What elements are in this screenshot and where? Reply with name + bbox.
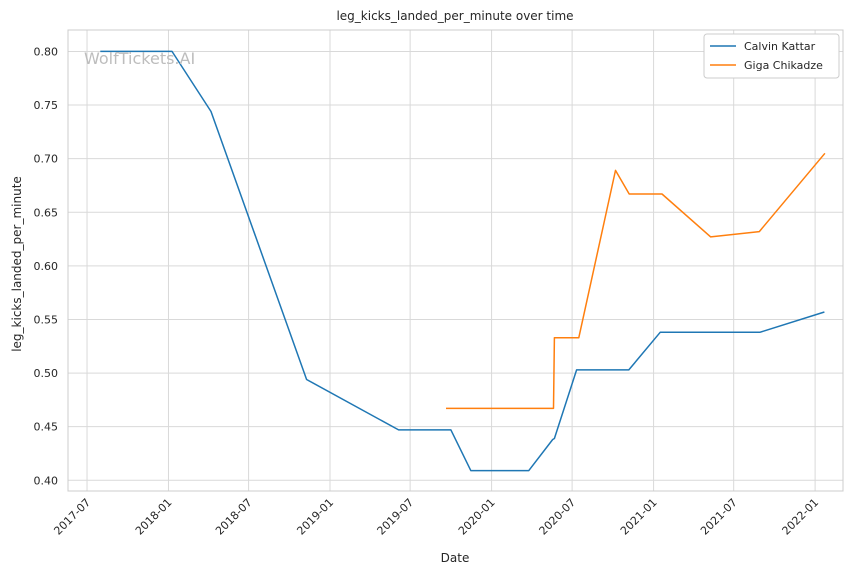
series-lines bbox=[100, 50, 826, 472]
legend-label: Calvin Kattar bbox=[744, 40, 816, 53]
y-tick-label: 0.70 bbox=[34, 153, 59, 166]
chart-title: leg_kicks_landed_per_minute over time bbox=[336, 9, 573, 23]
y-tick-label: 0.45 bbox=[34, 421, 59, 434]
series-line-calvin-kattar bbox=[100, 50, 825, 472]
grid bbox=[68, 30, 843, 491]
legend-box bbox=[703, 33, 840, 79]
series-line-giga-chikadze bbox=[446, 152, 826, 410]
legend: Calvin Kattar Giga Chikadze bbox=[703, 33, 840, 79]
y-tick-label: 0.40 bbox=[34, 474, 59, 487]
y-tick-label: 0.55 bbox=[34, 313, 59, 326]
y-axis-label: leg_kicks_landed_per_minute bbox=[10, 176, 24, 352]
x-axis-label: Date bbox=[441, 551, 470, 565]
y-tick-label: 0.75 bbox=[34, 99, 59, 112]
legend-label: Giga Chikadze bbox=[744, 59, 823, 72]
y-axis-ticks: 0.40 0.45 0.50 0.55 0.60 0.65 0.70 0.75 0.80 bbox=[34, 45, 59, 487]
y-tick-label: 0.60 bbox=[34, 260, 59, 273]
plot-frame bbox=[67, 29, 844, 492]
y-tick-label: 0.80 bbox=[34, 45, 59, 58]
watermark: WolfTickets.AI bbox=[84, 49, 195, 68]
y-tick-label: 0.50 bbox=[34, 367, 59, 380]
y-tick-label: 0.65 bbox=[34, 206, 59, 219]
